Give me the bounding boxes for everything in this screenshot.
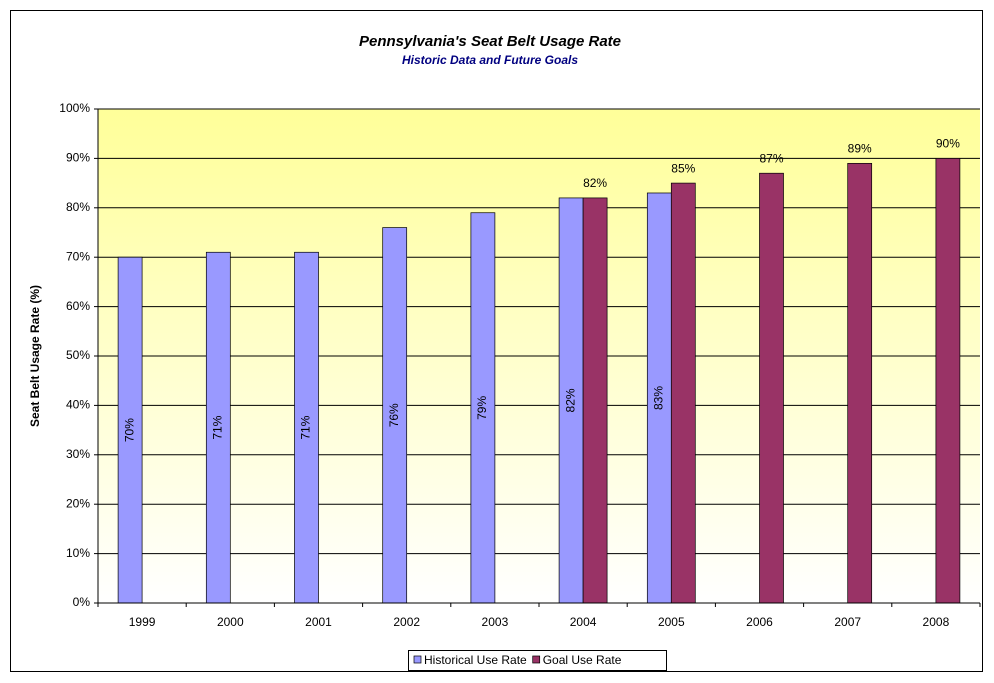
y-tick-label: 10% xyxy=(66,546,90,560)
value-label: 89% xyxy=(848,142,872,156)
value-label: 76% xyxy=(387,403,401,427)
y-tick-label: 90% xyxy=(66,151,90,165)
y-tick-label: 70% xyxy=(66,249,90,263)
y-tick-label: 80% xyxy=(66,200,90,214)
bar xyxy=(759,172,784,604)
value-label: 87% xyxy=(759,151,783,165)
x-tick-label: 2000 xyxy=(217,615,244,629)
bar xyxy=(847,162,873,604)
y-tick-label: 30% xyxy=(66,447,90,461)
legend-swatch xyxy=(532,655,541,664)
value-label: 82% xyxy=(563,388,577,412)
bar xyxy=(382,227,408,604)
bar xyxy=(582,197,608,604)
legend-label: Goal Use Rate xyxy=(543,653,622,667)
x-tick-label: 1999 xyxy=(129,615,156,629)
x-tick-label: 2004 xyxy=(570,615,597,629)
chart-subtitle: Historic Data and Future Goals xyxy=(402,53,578,67)
x-tick-label: 2001 xyxy=(305,615,332,629)
bar xyxy=(935,158,961,604)
bar xyxy=(117,256,143,604)
bar xyxy=(294,251,319,604)
value-label: 71% xyxy=(210,415,224,439)
legend-label: Historical Use Rate xyxy=(424,653,527,667)
chart-title: Pennsylvania's Seat Belt Usage Rate xyxy=(359,33,621,50)
y-tick-label: 100% xyxy=(59,101,90,115)
bar xyxy=(646,192,672,604)
x-tick-label: 2006 xyxy=(746,615,773,629)
y-tick-label: 60% xyxy=(66,299,90,313)
y-tick-label: 50% xyxy=(66,348,90,362)
x-tick-label: 2003 xyxy=(482,615,509,629)
x-tick-label: 2008 xyxy=(923,615,950,629)
value-label: 79% xyxy=(475,396,489,420)
value-label: 90% xyxy=(936,137,960,151)
y-tick-label: 0% xyxy=(73,595,91,609)
x-tick-label: 2002 xyxy=(393,615,420,629)
value-label: 85% xyxy=(671,161,695,175)
value-label: 82% xyxy=(583,176,607,190)
y-tick-label: 40% xyxy=(66,398,90,412)
legend-swatch xyxy=(413,655,422,664)
bar xyxy=(558,197,584,604)
bar xyxy=(470,212,496,604)
value-label: 83% xyxy=(651,386,665,410)
value-label: 70% xyxy=(122,418,136,442)
y-tick-label: 20% xyxy=(66,496,90,510)
bar xyxy=(670,182,696,604)
y-axis-label: Seat Belt Usage Rate (%) xyxy=(28,285,42,427)
x-tick-label: 2005 xyxy=(658,615,685,629)
value-label: 71% xyxy=(299,415,313,439)
x-tick-label: 2007 xyxy=(834,615,861,629)
